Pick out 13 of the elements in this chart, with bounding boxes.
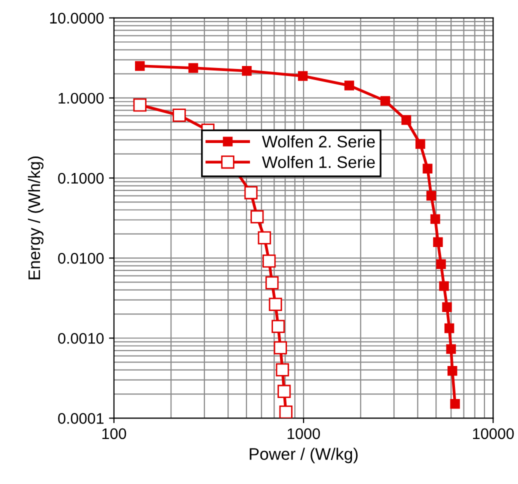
legend-label: Wolfen 2. Serie — [262, 135, 375, 148]
y-tick-label: 0.0010 — [58, 332, 104, 344]
x-axis-title: Power / (W/kg) — [250, 448, 358, 464]
y-tick-label: 0.0100 — [58, 252, 104, 264]
y-tick-label: 10.0000 — [50, 12, 104, 24]
x-tick-label: 1000 — [288, 428, 320, 440]
y-tick-label: 0.0001 — [58, 413, 104, 424]
x-tick-label: 10000 — [473, 428, 514, 440]
y-axis-title: Energy / (Wh/kg) — [28, 156, 44, 280]
legend-label: Wolfen 1. Serie — [262, 156, 375, 168]
x-tick-label: 100 — [102, 428, 126, 440]
y-tick-label: 0.1000 — [58, 172, 104, 184]
y-tick-label: 1.0000 — [58, 92, 104, 104]
